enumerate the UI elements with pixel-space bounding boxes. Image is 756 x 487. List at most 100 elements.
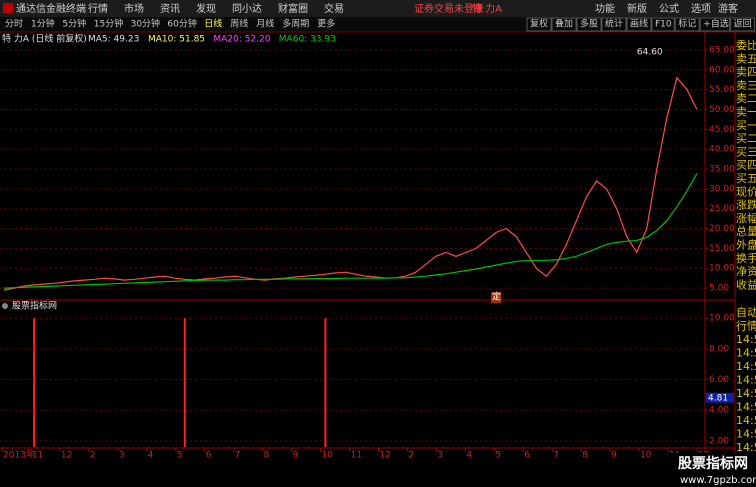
period-button[interactable]: 周线 <box>230 18 248 30</box>
tool-button-frame[interactable] <box>551 17 577 32</box>
menu-item[interactable]: 资讯 <box>160 3 180 15</box>
ma-label: MA10: 51.85 <box>148 35 205 45</box>
date-label: 6 <box>206 451 212 461</box>
chart-title: 特 力A (日线 前复权) <box>2 33 87 45</box>
menu-item[interactable]: 行情 <box>88 2 108 15</box>
y-tick-label: 10.00 <box>709 314 735 324</box>
y-tick-label: 25.00 <box>709 204 735 214</box>
y-tick-label: 40.00 <box>709 145 735 155</box>
quote-label: 买五 <box>736 172 756 185</box>
quote-label: 买一 <box>736 119 756 132</box>
tool-button[interactable]: 复权 <box>530 18 548 30</box>
menu-item[interactable]: 发现 <box>196 2 216 15</box>
y-tick-label: 55.00 <box>709 85 735 95</box>
tool-button[interactable]: 标记 <box>678 18 696 30</box>
date-label: 2013年 <box>3 449 35 461</box>
tool-button-frame[interactable] <box>674 17 700 32</box>
y-tick-label: 65.00 <box>709 45 735 55</box>
tool-button[interactable]: 画线 <box>630 18 648 30</box>
tool-button[interactable]: F10 <box>655 20 672 30</box>
quote-label: 卖二 <box>736 92 756 105</box>
date-label: 8 <box>264 451 270 461</box>
y-tick-label: 15.00 <box>709 244 735 254</box>
tool-button[interactable]: 叠加 <box>555 19 573 30</box>
watermark-title: 股票指标网 <box>678 455 748 472</box>
menu-item[interactable]: 公式 <box>659 2 679 15</box>
quote-label: 收益 <box>736 277 756 291</box>
period-button[interactable]: 多周期 <box>282 18 309 30</box>
date-label: 8 <box>582 451 588 461</box>
tick-list-label: 14:5 <box>736 414 756 427</box>
date-label: 9 <box>611 451 617 461</box>
quote-label: 涨跌 <box>736 198 756 212</box>
tick-list-label: 14:5 <box>736 441 756 454</box>
login-status[interactable]: 证券交易未登录 <box>414 2 484 15</box>
period-button[interactable]: 分时 <box>5 18 23 30</box>
period-button[interactable]: 更多 <box>317 18 335 30</box>
tick-list-label: 自动 <box>736 306 756 319</box>
menu-item[interactable]: 选项 <box>691 2 711 15</box>
tool-button-frame[interactable] <box>699 17 731 32</box>
quote-label: 卖一 <box>736 106 756 119</box>
quote-label: 现价 <box>736 185 756 198</box>
pane-icon[interactable] <box>2 303 8 309</box>
date-label: 11 <box>351 451 362 461</box>
tool-button[interactable]: +自选 <box>703 18 729 30</box>
menu-item[interactable]: 财富圈 <box>278 2 308 15</box>
tool-button[interactable]: 返回 <box>734 18 752 30</box>
y-tick-label: 4.00 <box>709 406 729 416</box>
tool-button-frame[interactable] <box>576 17 602 32</box>
date-label: 12 <box>379 451 390 461</box>
indicator-title: 股票指标网 <box>12 300 57 312</box>
quote-label: 涨幅 <box>736 212 756 225</box>
last-value-box <box>706 392 734 403</box>
period-button[interactable]: 60分钟 <box>167 18 196 30</box>
date-label: 3 <box>119 451 125 461</box>
tick-list-label: 14:5 <box>736 374 756 387</box>
quote-label: 净资 <box>736 264 756 278</box>
quote-label: 外盘 <box>736 238 756 252</box>
period-button[interactable]: 15分钟 <box>94 18 123 30</box>
tick-list-label: 14:5 <box>736 347 756 360</box>
menu-item[interactable]: 市场 <box>124 2 144 15</box>
period-button[interactable]: 月线 <box>256 18 274 30</box>
menu-item[interactable]: 同小达 <box>232 3 262 15</box>
tool-button-frame[interactable] <box>601 17 627 32</box>
quote-label: 总量 <box>736 224 756 238</box>
tick-list-label: 14:5 <box>736 401 756 414</box>
stock-name: 特 力A <box>472 2 502 15</box>
tool-button-frame[interactable] <box>526 17 552 32</box>
user[interactable]: 游客 <box>718 2 738 15</box>
tool-button-frame[interactable] <box>651 17 675 32</box>
menu-item[interactable]: 交易 <box>324 2 344 15</box>
y-tick-label: 10.00 <box>709 264 735 274</box>
tool-button-frame[interactable] <box>626 17 652 32</box>
tool-button-frame[interactable] <box>730 17 756 32</box>
tool-button[interactable]: 多股 <box>580 18 598 30</box>
y-tick-label: 60.00 <box>709 65 735 75</box>
menu-item[interactable]: 功能 <box>595 2 615 15</box>
date-label: 7 <box>553 451 559 461</box>
date-label: 3 <box>437 451 443 461</box>
date-label: 12 <box>61 451 72 461</box>
y-tick-label: 6.00 <box>709 375 729 385</box>
period-button[interactable]: 5分钟 <box>62 18 86 30</box>
menu-item[interactable]: 新版 <box>627 2 647 15</box>
quote-label: 卖四 <box>736 66 756 79</box>
quote-label: 卖三 <box>736 79 756 92</box>
period-button[interactable]: 日线 <box>204 18 222 30</box>
ma-label: MA20: 52.20 <box>213 35 270 45</box>
watermark-bg <box>670 453 756 487</box>
date-label: 10 <box>322 451 334 461</box>
period-button[interactable]: 1分钟 <box>31 18 55 30</box>
price-line <box>3 76 698 291</box>
menu-bar <box>0 0 756 17</box>
quote-label: 换手 <box>736 251 756 265</box>
signal-bar <box>183 318 186 447</box>
tick-list-label: 14:5 <box>736 360 756 373</box>
period-button[interactable]: 30分钟 <box>131 18 160 30</box>
date-label: 6 <box>524 451 530 461</box>
tick-list-label: 14:5 <box>736 428 756 441</box>
tool-button[interactable]: 统计 <box>605 18 623 30</box>
price-annotation: 64.60 <box>637 48 663 58</box>
